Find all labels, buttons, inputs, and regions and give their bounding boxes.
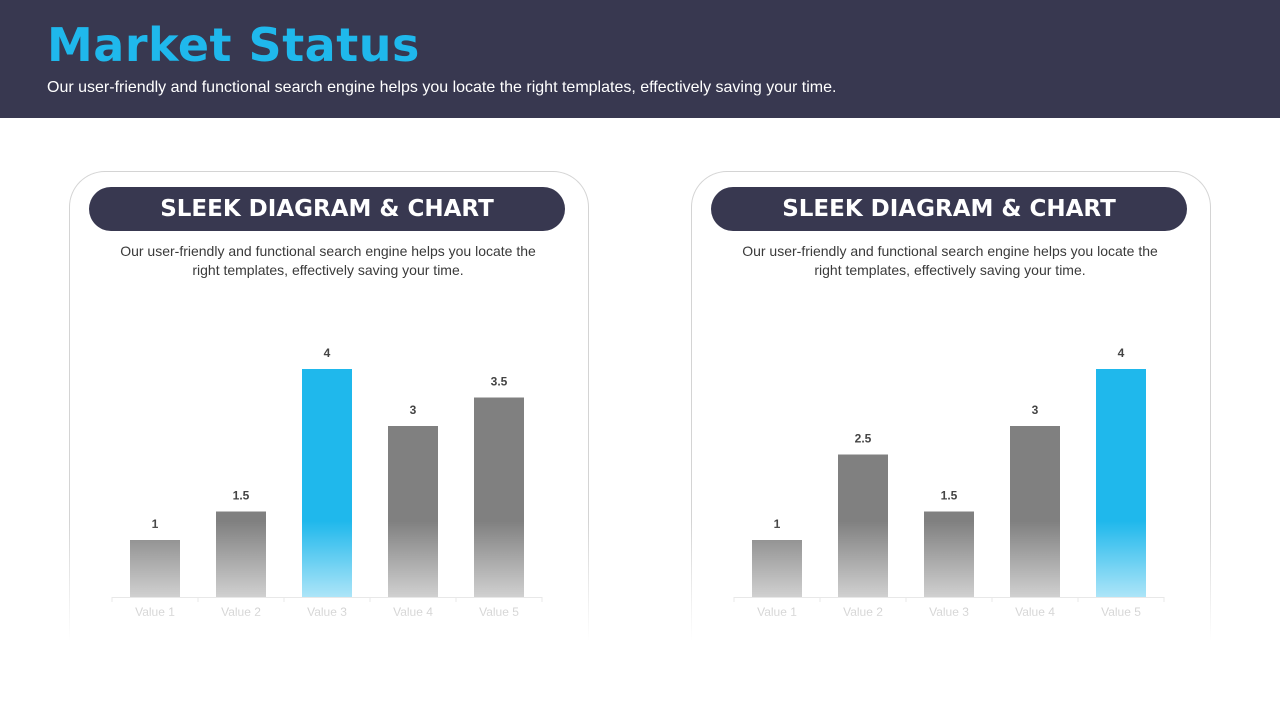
bar-chart-2: 1 Value 1 2.5 Value 2 1.5 Value 3 3 Value 4 4 Val… <box>733 346 1165 619</box>
data-label: 4 <box>1118 346 1125 360</box>
bar <box>302 369 352 597</box>
bar <box>924 511 974 597</box>
page-subtitle: Our user-friendly and functional search … <box>47 79 837 96</box>
data-label: 1 <box>774 517 781 531</box>
chart-card-2: SLEEK DIAGRAM & CHART Our user-friendly … <box>691 171 1211 641</box>
category-label: Value 2 <box>843 605 883 619</box>
header: Market Status Our user-friendly and func… <box>0 0 1280 118</box>
bar <box>838 454 888 597</box>
card-heading: SLEEK DIAGRAM & CHART <box>89 187 565 231</box>
data-label: 1 <box>152 517 159 531</box>
bar <box>1096 369 1146 597</box>
data-label: 3.5 <box>491 375 508 389</box>
card-description: Our user-friendly and functional search … <box>742 243 1158 278</box>
card-description: Our user-friendly and functional search … <box>120 243 536 278</box>
card-heading: SLEEK DIAGRAM & CHART <box>711 187 1187 231</box>
bar <box>388 426 438 597</box>
category-label: Value 4 <box>393 605 433 619</box>
category-label: Value 4 <box>1015 605 1055 619</box>
category-label: Value 3 <box>307 605 347 619</box>
category-label: Value 3 <box>929 605 969 619</box>
bar <box>474 397 524 597</box>
data-label: 1.5 <box>233 489 250 503</box>
category-label: Value 1 <box>757 605 797 619</box>
chart-card-1: SLEEK DIAGRAM & CHART Our user-friendly … <box>69 171 589 641</box>
page-title: Market Status <box>47 18 420 72</box>
data-label: 3 <box>1032 403 1039 417</box>
category-label: Value 1 <box>135 605 175 619</box>
category-label: Value 5 <box>479 605 519 619</box>
data-label: 3 <box>410 403 417 417</box>
bar <box>216 511 266 597</box>
bar <box>130 540 180 597</box>
data-label: 2.5 <box>855 432 872 446</box>
category-label: Value 2 <box>221 605 261 619</box>
data-label: 1.5 <box>941 489 958 503</box>
category-label: Value 5 <box>1101 605 1141 619</box>
data-label: 4 <box>324 346 331 360</box>
bar <box>1010 426 1060 597</box>
bar-chart-1: 1 Value 1 1.5 Value 2 4 Value 3 3 Value 4 3.5 Val… <box>111 346 543 619</box>
bar <box>752 540 802 597</box>
